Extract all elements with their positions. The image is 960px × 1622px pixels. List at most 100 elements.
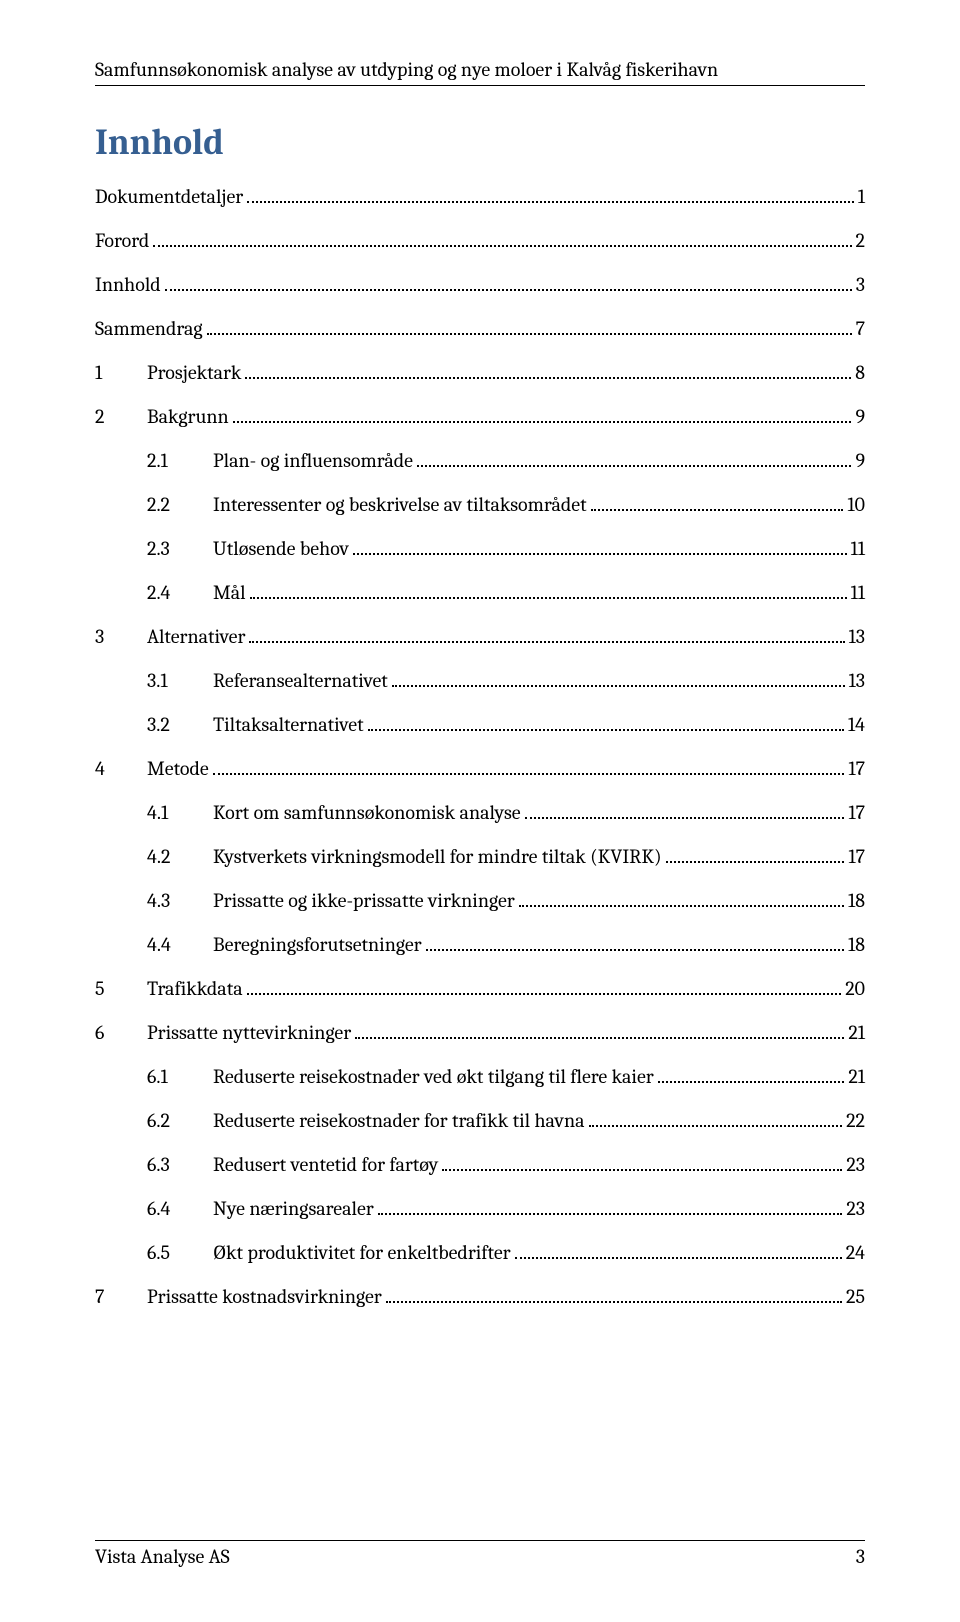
toc-leader-dots	[426, 933, 844, 951]
toc-entry-label: Alternativer	[147, 627, 245, 647]
toc-entry-label: Prissatte kostnadsvirkninger	[147, 1287, 382, 1307]
toc-leader-dots	[247, 977, 842, 995]
toc-leader-dots	[386, 1285, 842, 1303]
toc-entry-label: Prissatte nyttevirkninger	[147, 1023, 351, 1043]
toc-entry[interactable]: 3Alternativer13	[95, 625, 865, 647]
toc-entry[interactable]: 4.3Prissatte og ikke-prissatte virkninge…	[147, 889, 865, 911]
toc-entry-page: 20	[845, 979, 865, 999]
toc-entry[interactable]: 6.2Reduserte reisekostnader for trafikk …	[147, 1109, 865, 1131]
toc-entry-label: Prissatte og ikke-prissatte virkninger	[213, 891, 515, 911]
toc-entry-label: Økt produktivitet for enkeltbedrifter	[213, 1243, 511, 1263]
toc-entry-number: 3.1	[147, 671, 213, 691]
toc-entry[interactable]: Innhold 3	[95, 273, 865, 295]
toc-entry-page: 21	[848, 1023, 865, 1043]
toc-entry-page: 24	[846, 1243, 865, 1263]
toc-entry[interactable]: 6.1Reduserte reisekostnader ved økt tilg…	[147, 1065, 865, 1087]
toc-entry-number: 3	[95, 627, 147, 647]
toc-entry-page: 11	[851, 583, 865, 603]
page: Samfunnsøkonomisk analyse av utdyping og…	[0, 0, 960, 1622]
toc-entry[interactable]: Dokumentdetaljer 1	[95, 185, 865, 207]
toc-entry-label: Utløsende behov	[213, 539, 349, 559]
toc-entry-label: Beregningsforutsetninger	[213, 935, 422, 955]
toc-entry[interactable]: Sammendrag7	[95, 317, 865, 339]
toc-entry-page: 17	[848, 759, 865, 779]
toc-entry-number: 4	[95, 759, 147, 779]
toc-entry-number: 4.4	[147, 935, 213, 955]
toc-entry-page: 17	[848, 803, 865, 823]
toc-entry[interactable]: 4.4Beregningsforutsetninger 18	[147, 933, 865, 955]
toc-entry[interactable]: 2.4Mål 11	[147, 581, 865, 603]
toc-entry-label: Nye næringsarealer	[213, 1199, 374, 1219]
toc-entry-page: 1	[858, 187, 865, 207]
toc-leader-dots	[233, 405, 852, 423]
toc-leader-dots	[165, 273, 852, 291]
toc-entry[interactable]: Forord2	[95, 229, 865, 251]
toc-entry-page: 10	[847, 495, 865, 515]
toc-leader-dots	[519, 889, 844, 907]
toc-entry-page: 8	[855, 363, 865, 383]
toc-entry-number: 6.3	[147, 1155, 213, 1175]
toc-leader-dots	[207, 317, 852, 335]
toc-entry[interactable]: 1Prosjektark 8	[95, 361, 865, 383]
toc-entry[interactable]: 3.2Tiltaksalternativet14	[147, 713, 865, 735]
toc-entry-label: Referansealternativet	[213, 671, 388, 691]
toc-entry[interactable]: 2Bakgrunn9	[95, 405, 865, 427]
toc-leader-dots	[355, 1021, 844, 1039]
toc-entry-number: 6.1	[147, 1067, 213, 1087]
toc-leader-dots	[442, 1153, 842, 1171]
toc-entry-label: Dokumentdetaljer	[95, 187, 243, 207]
toc-entry-page: 18	[848, 935, 865, 955]
toc-entry-label: Mål	[213, 583, 246, 603]
toc-entry-label: Reduserte reisekostnader ved økt tilgang…	[213, 1067, 654, 1087]
toc-entry-label: Innhold	[95, 275, 161, 295]
toc-leader-dots	[153, 229, 851, 247]
toc-entry[interactable]: 4.2Kystverkets virkningsmodell for mindr…	[147, 845, 865, 867]
toc-leader-dots	[392, 669, 845, 687]
toc-entry-page: 3	[856, 275, 865, 295]
toc-entry[interactable]: 6.3Redusert ventetid for fartøy23	[147, 1153, 865, 1175]
toc-entry[interactable]: 5Trafikkdata20	[95, 977, 865, 999]
toc-entry-number: 1	[95, 363, 147, 383]
toc-entry-number: 6.2	[147, 1111, 213, 1131]
toc-entry[interactable]: 2.2Interessenter og beskrivelse av tilta…	[147, 493, 865, 515]
toc-leader-dots	[589, 1109, 843, 1127]
toc-entry[interactable]: 4.1Kort om samfunnsøkonomisk analyse17	[147, 801, 865, 823]
toc-leader-dots	[250, 581, 847, 599]
toc-entry-label: Kystverkets virkningsmodell for mindre t…	[213, 847, 662, 867]
toc-entry-label: Bakgrunn	[147, 407, 229, 427]
footer-page-number: 3	[856, 1545, 865, 1568]
toc-entry-page: 13	[849, 671, 865, 691]
toc-entry-page: 18	[848, 891, 865, 911]
toc-entry[interactable]: 2.3Utløsende behov 11	[147, 537, 865, 559]
toc-leader-dots	[247, 185, 854, 203]
toc-entry-page: 17	[848, 847, 865, 867]
toc-entry-label: Prosjektark	[147, 363, 241, 383]
toc-entry-label: Interessenter og beskrivelse av tiltakso…	[213, 495, 587, 515]
toc-entry[interactable]: 6.4Nye næringsarealer23	[147, 1197, 865, 1219]
toc-entry[interactable]: 7Prissatte kostnadsvirkninger25	[95, 1285, 865, 1307]
toc-leader-dots	[666, 845, 845, 863]
toc-entry[interactable]: 2.1Plan- og influensområde9	[147, 449, 865, 471]
toc-leader-dots	[353, 537, 847, 555]
toc-entry-number: 2.1	[147, 451, 213, 471]
toc-entry-page: 25	[846, 1287, 865, 1307]
toc-entry[interactable]: 3.1Referansealternativet 13	[147, 669, 865, 691]
toc-entry-label: Trafikkdata	[147, 979, 243, 999]
toc-entry-page: 9	[855, 407, 865, 427]
toc-entry[interactable]: 6.5Økt produktivitet for enkeltbedrifter…	[147, 1241, 865, 1263]
toc-entry-page: 7	[856, 319, 865, 339]
toc-entry[interactable]: 4Metode17	[95, 757, 865, 779]
toc-entry-number: 4.1	[147, 803, 213, 823]
toc-entry-number: 2.4	[147, 583, 213, 603]
toc-entry-number: 2.3	[147, 539, 213, 559]
toc-entry[interactable]: 6Prissatte nyttevirkninger 21	[95, 1021, 865, 1043]
toc-entry-number: 3.2	[147, 715, 213, 735]
toc-entry-number: 6	[95, 1023, 147, 1043]
toc-entry-page: 22	[846, 1111, 865, 1131]
toc-entry-number: 2.2	[147, 495, 213, 515]
toc-leader-dots	[417, 449, 851, 467]
toc-leader-dots	[525, 801, 845, 819]
toc-entry-page: 11	[851, 539, 865, 559]
toc-entry-page: 9	[855, 451, 865, 471]
toc-leader-dots	[213, 757, 845, 775]
